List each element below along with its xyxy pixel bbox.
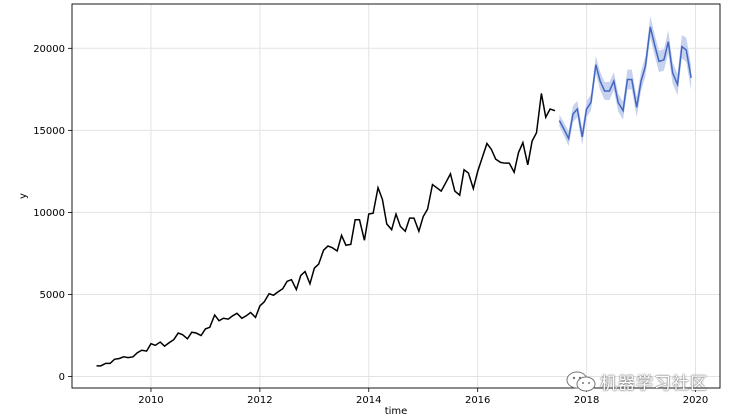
y-tick-label: 20000 (33, 44, 65, 55)
x-tick-label: 2012 (247, 395, 272, 406)
wechat-icon (566, 371, 596, 391)
observed-series-line (96, 93, 556, 367)
watermark-text: 机器学习社区 (600, 374, 708, 394)
x-axis-ticks: 2010 2012 2014 2016 2018 2020 (138, 388, 708, 406)
grid-lines (72, 4, 720, 388)
y-tick-label: 15000 (33, 126, 65, 137)
watermark: 机器学习社区 (566, 369, 708, 394)
y-axis-label: y (18, 193, 29, 199)
plot-frame (71, 3, 721, 389)
y-tick-label: 10000 (33, 208, 65, 219)
x-axis-label: time (385, 406, 408, 415)
x-tick-label: 2020 (683, 395, 708, 406)
y-axis-ticks: 0 5000 10000 15000 20000 (33, 44, 72, 383)
y-tick-label: 0 (59, 372, 65, 383)
forecast-interval-band (559, 16, 692, 146)
x-tick-label: 2016 (465, 395, 490, 406)
x-tick-label: 2014 (356, 395, 381, 406)
forecast-series-line (558, 26, 692, 141)
x-tick-label: 2010 (138, 395, 163, 406)
x-tick-label: 2018 (574, 395, 599, 406)
y-tick-label: 5000 (40, 290, 65, 301)
